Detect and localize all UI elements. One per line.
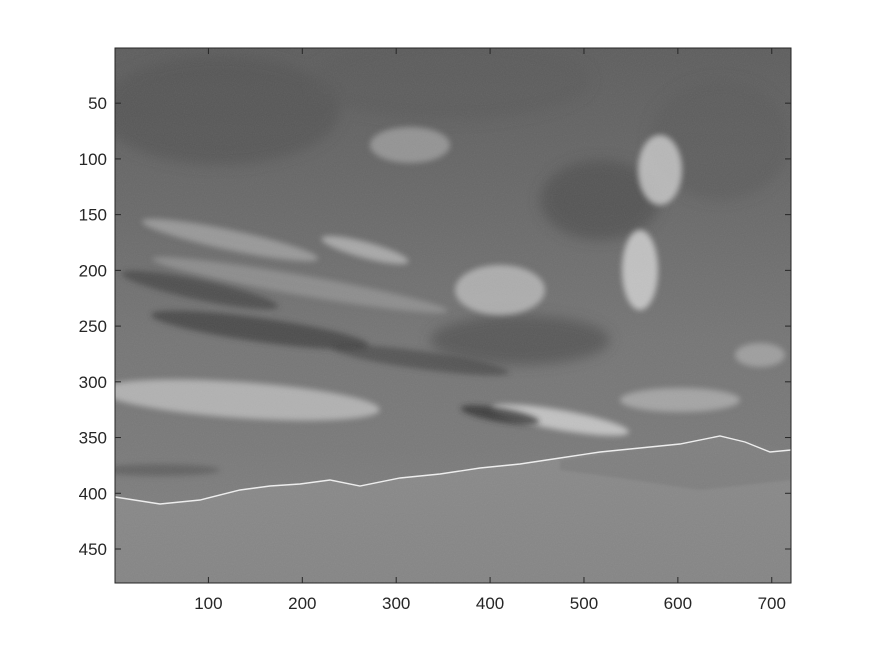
y-tick-label: 50 bbox=[88, 94, 107, 113]
x-tick-label: 600 bbox=[664, 594, 692, 613]
y-tick-label: 300 bbox=[79, 373, 107, 392]
axes-box bbox=[114, 47, 792, 584]
y-tick-label: 150 bbox=[79, 206, 107, 225]
x-axis-ticks: 100 200 300 400 500 600 700 bbox=[194, 48, 786, 613]
y-tick-label: 400 bbox=[79, 484, 107, 503]
x-tick-label: 500 bbox=[570, 594, 598, 613]
x-tick-label: 700 bbox=[758, 594, 786, 613]
x-tick-label: 400 bbox=[476, 594, 504, 613]
y-tick-label: 100 bbox=[79, 150, 107, 169]
y-tick-label: 450 bbox=[79, 540, 107, 559]
y-tick-label: 250 bbox=[79, 317, 107, 336]
x-tick-label: 200 bbox=[288, 594, 316, 613]
x-tick-label: 300 bbox=[382, 594, 410, 613]
y-tick-label: 200 bbox=[79, 261, 107, 280]
y-axis-ticks: 50 100 150 200 250 300 350 400 450 bbox=[79, 94, 791, 559]
y-tick-label: 350 bbox=[79, 429, 107, 448]
image-content bbox=[115, 48, 791, 583]
x-tick-label: 100 bbox=[194, 594, 222, 613]
